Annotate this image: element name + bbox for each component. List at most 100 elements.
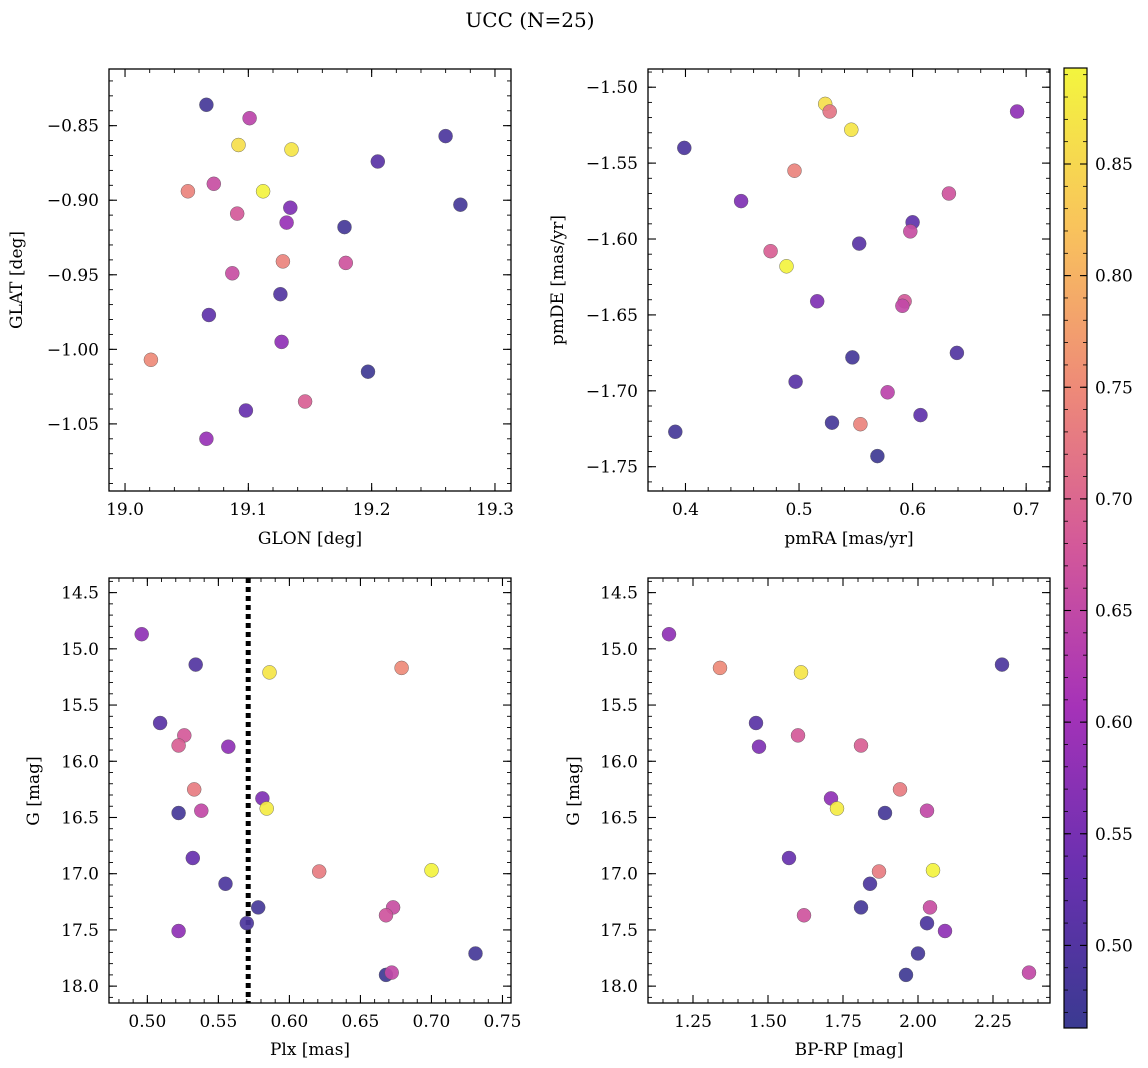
data-point (199, 431, 214, 446)
data-point (925, 863, 941, 878)
figure-title: UCC (N=25) (465, 8, 594, 32)
data-point (284, 142, 299, 157)
x-tick-label: 0.6 (899, 500, 926, 520)
colorbar-tick-label: 0.65 (1095, 602, 1133, 622)
data-point (994, 657, 1010, 672)
x-tick-label: 19.1 (229, 500, 267, 520)
data-point (370, 154, 385, 169)
x-tick-label: 1.50 (749, 1012, 787, 1032)
data-point (913, 407, 928, 423)
data-point (218, 876, 233, 891)
data-point (171, 805, 186, 821)
x-tick-label: 0.75 (484, 1012, 522, 1032)
colorbar-tick-label: 0.75 (1095, 378, 1133, 398)
y-tick-label: 15.5 (61, 696, 99, 716)
xlabel-pmra: pmRA [mas/yr] (784, 529, 913, 549)
data-point (338, 255, 353, 271)
data-point (468, 946, 483, 961)
data-point (751, 739, 767, 754)
data-point (853, 900, 869, 915)
x-tick-label: 2.25 (974, 1012, 1012, 1032)
xlabel-bprp: BP-RP [mag] (795, 1040, 904, 1060)
data-point (239, 916, 255, 931)
data-point (1009, 104, 1025, 119)
data-point (668, 424, 683, 439)
data-point (853, 417, 868, 432)
data-point (152, 715, 168, 731)
x-tick-label: 0.7 (1013, 500, 1040, 520)
data-point (279, 215, 294, 230)
colorbar-tick-label: 0.55 (1095, 825, 1133, 845)
data-point (438, 128, 453, 144)
x-tick-label: 0.4 (672, 500, 699, 520)
data-point (206, 176, 222, 192)
data-point (424, 863, 439, 878)
y-tick-label: 14.5 (600, 584, 638, 604)
colorbar-tick-label: 0.60 (1095, 713, 1133, 733)
panel-bprp-g: 1.25 1.50 1.75 2.00 2.25 14.5 15.0 15.5 16.0 16.5… (564, 577, 1051, 1060)
data-point (919, 803, 935, 818)
x-tick-label: 0.70 (413, 1012, 451, 1032)
y-tick-label: 15.0 (600, 640, 638, 660)
colorbar: 0.50 0.55 0.60 0.65 0.70 0.75 0.80 0.85 (1063, 67, 1133, 1029)
y-tick-label: 15.5 (600, 696, 638, 716)
data-point (143, 352, 159, 367)
data-point (378, 908, 394, 923)
y-tick-label: −0.95 (47, 266, 99, 286)
colorbar-gradient (1063, 67, 1088, 1029)
panel-plx-g: 0.50 0.55 0.60 0.65 0.70 0.75 14.5 15.0 15.5 16.0… (24, 577, 522, 1060)
data-point (188, 657, 203, 672)
y-tick-label: 17.0 (61, 865, 99, 885)
axes-frame (108, 68, 512, 492)
y-tick-label: 16.5 (600, 808, 638, 828)
data-point (337, 219, 352, 235)
data-point (273, 287, 288, 302)
data-point (763, 243, 778, 259)
y-tick-label: −1.55 (586, 154, 638, 174)
y-tick-label: −1.60 (586, 230, 638, 250)
panel-pmra-pmde: 0.4 0.5 0.6 0.7 −1.50 −1.55 −1.60 −1.65 −1.70 −1.… (548, 68, 1051, 549)
data-point (862, 876, 878, 891)
data-point (1021, 965, 1037, 980)
data-point (360, 364, 376, 379)
x-tick-label: 19.2 (353, 500, 391, 520)
ylabel-g-left: G [mag] (24, 756, 44, 825)
axes-frame (647, 68, 1051, 492)
data-point (829, 801, 845, 816)
data-point (787, 163, 802, 178)
data-point (242, 110, 257, 126)
data-point (283, 200, 298, 215)
y-tick-label: 16.5 (61, 808, 99, 828)
ylabel-glat: GLAT [deg] (7, 231, 27, 329)
ylabel-g-right: G [mag] (564, 756, 584, 825)
y-tick-label: −1.05 (47, 415, 99, 435)
colorbar-tick-label: 0.50 (1095, 936, 1133, 956)
data-point (262, 665, 277, 680)
data-point (877, 805, 893, 821)
x-tick-label: 19.3 (476, 500, 514, 520)
data-point (185, 850, 201, 866)
colorbar-tick-label: 0.80 (1095, 267, 1133, 287)
y-tick-label: 17.5 (61, 921, 99, 941)
data-point (394, 660, 409, 676)
data-point (793, 665, 809, 680)
y-tick-label: −1.00 (47, 340, 99, 360)
ylabel-pmde: pmDE [mas/yr] (548, 215, 568, 345)
data-point (229, 206, 245, 221)
axes-frame (647, 577, 1051, 1004)
data-point (712, 660, 728, 676)
x-tick-label: 0.50 (128, 1012, 166, 1032)
data-point (852, 236, 867, 251)
data-point (274, 334, 289, 350)
data-point (871, 864, 887, 879)
data-point (779, 259, 794, 274)
data-point (892, 782, 908, 797)
data-point (788, 374, 803, 389)
data-point (231, 137, 246, 153)
y-tick-label: 17.5 (600, 921, 638, 941)
data-point (194, 803, 209, 818)
data-point (661, 627, 677, 642)
x-tick-label: 1.25 (674, 1012, 712, 1032)
data-point (949, 345, 965, 361)
data-point (201, 307, 217, 323)
